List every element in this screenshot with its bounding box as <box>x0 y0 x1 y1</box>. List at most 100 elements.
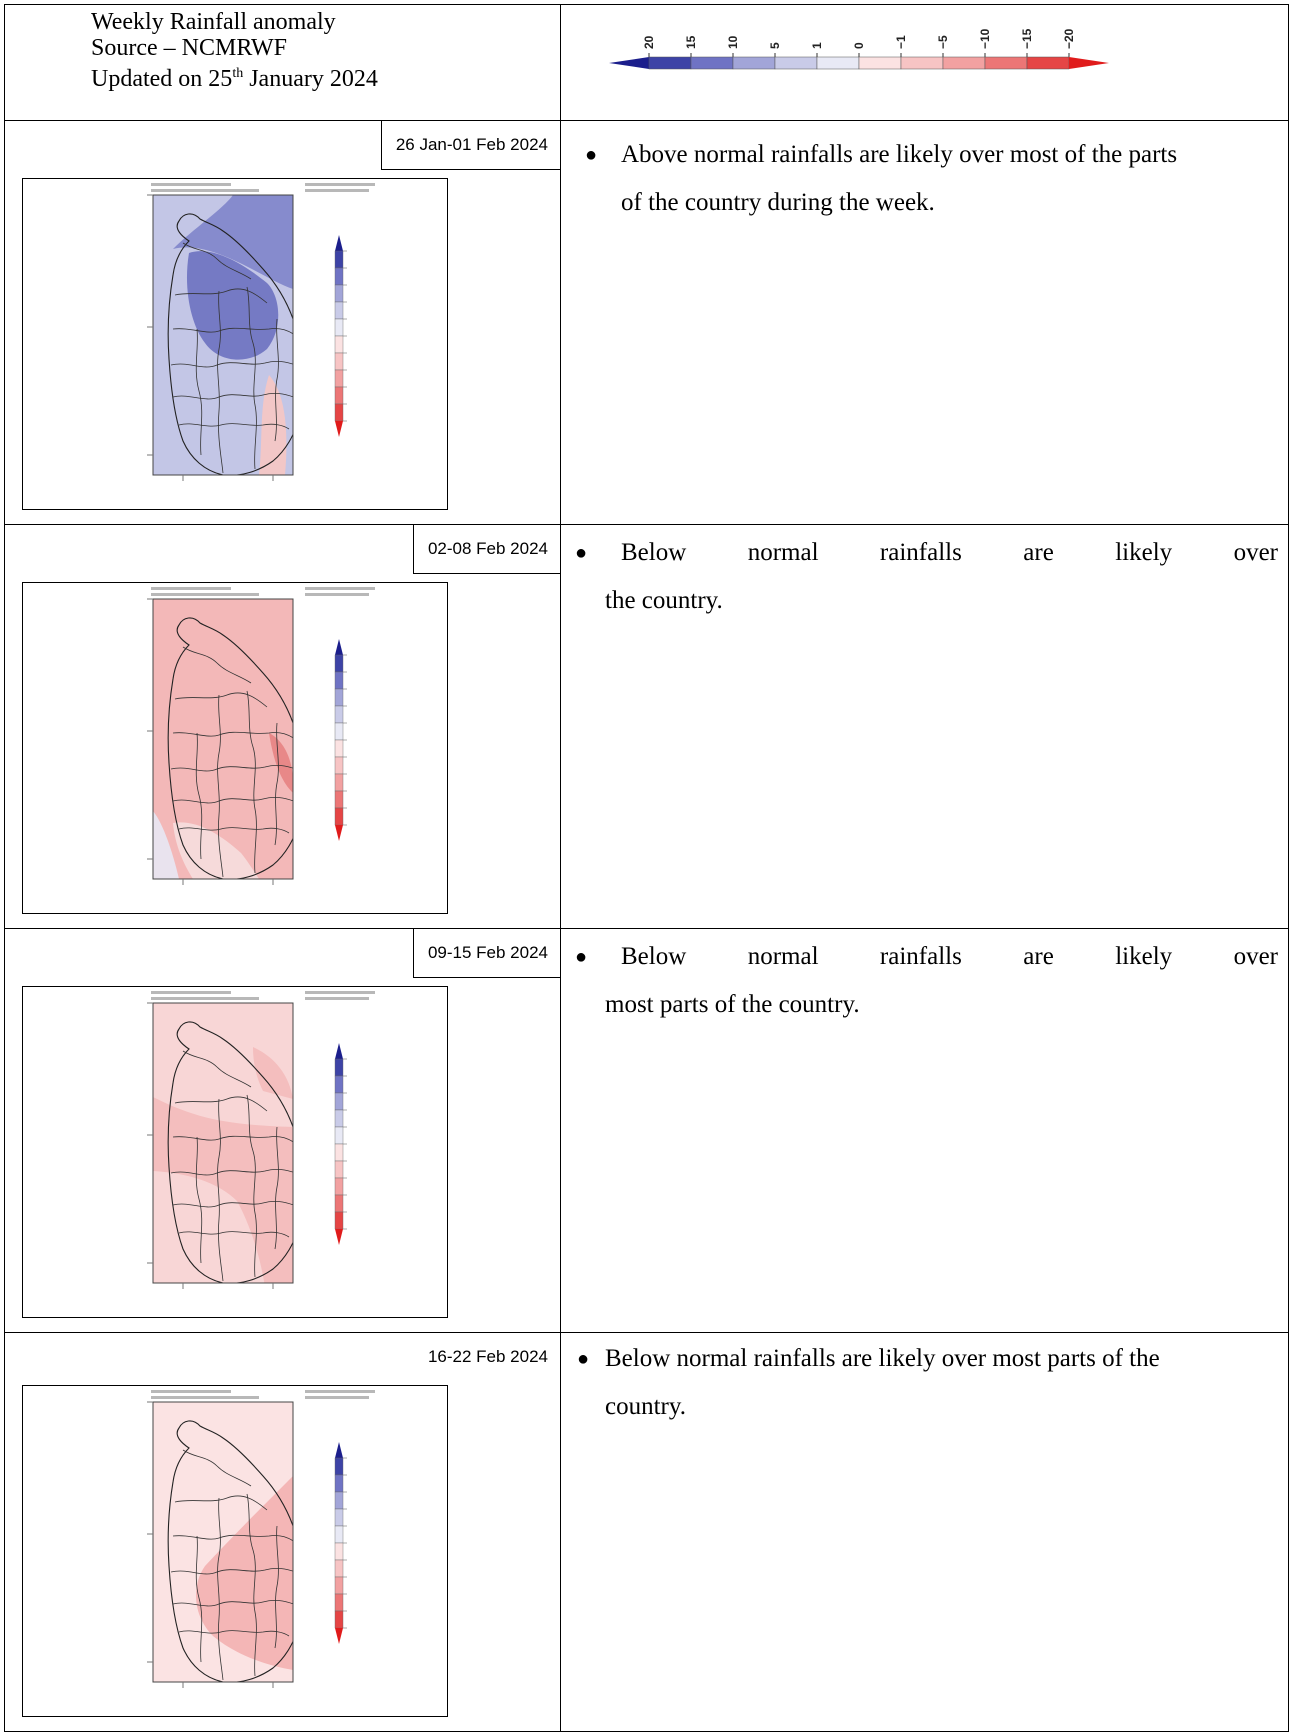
district-boundary <box>217 1497 224 1681</box>
colorbar-swatch <box>334 1542 344 1561</box>
forecast-bullet: ● Below normal rainfalls are likely over <box>561 929 1288 981</box>
anomaly-region <box>195 1476 293 1670</box>
colorbar-swatch <box>334 352 344 371</box>
sri-lanka-anomaly-map <box>147 183 375 481</box>
week-forecast-cell: ● Above normal rainfalls are likely over… <box>560 120 1289 525</box>
map-plot-border <box>152 598 294 880</box>
district-boundary <box>274 318 279 442</box>
district-boundary <box>170 360 293 368</box>
colorbar-swatch <box>334 1211 344 1230</box>
anomaly-color-legend: 20 15 10 5 1 0 −1 −5 −10 −15 −20 <box>609 28 1109 70</box>
district-boundary <box>246 286 257 470</box>
anomaly-region <box>259 375 287 475</box>
district-boundary <box>182 1449 252 1487</box>
district-boundary <box>182 646 252 684</box>
legend-swatch <box>816 56 860 70</box>
sri-lanka-anomaly-map <box>147 587 375 885</box>
district-boundary <box>174 288 268 304</box>
map-header-text <box>151 587 375 596</box>
anomaly-region <box>173 195 293 289</box>
week-date-label: 02-08 Feb 2024 <box>412 525 560 574</box>
week-map-cell: 16-22 Feb 2024 <box>4 1332 561 1732</box>
forecast-text-line1: Below normal rainfalls are likely over m… <box>605 1345 1160 1372</box>
colorbar-swatch <box>334 1126 344 1145</box>
district-boundary <box>170 764 293 772</box>
colorbar-swatch <box>334 756 344 775</box>
colorbar-swatch <box>334 403 344 422</box>
map-plot-border <box>152 1401 294 1683</box>
legend-right-arrow <box>1069 57 1109 69</box>
colorbar-bottom-arrow <box>335 825 343 841</box>
anomaly-map-frame <box>22 582 448 914</box>
district-boundary <box>172 796 293 804</box>
anomaly-map-frame <box>22 1385 448 1717</box>
colorbar-swatch <box>334 1525 344 1544</box>
header-source: Source – NCMRWF <box>91 35 288 61</box>
colorbar-swatch <box>334 790 344 809</box>
district-boundary <box>195 1535 203 1663</box>
district-boundary <box>174 692 268 708</box>
district-boundary <box>172 1200 293 1208</box>
legend-cell: 20 15 10 5 1 0 −1 −5 −10 −15 −20 <box>560 4 1289 121</box>
colorbar-swatch <box>334 1491 344 1510</box>
legend-swatch <box>900 56 944 70</box>
week-row-1: 26 Jan-01 Feb 2024 ● Above normal rainfa… <box>4 120 1289 525</box>
district-boundary <box>246 690 257 874</box>
legend-swatch <box>1026 56 1070 70</box>
district-boundary <box>274 722 279 846</box>
district-boundary <box>178 423 290 430</box>
forecast-text-line2: country. <box>605 1393 686 1420</box>
week-row-4: 16-22 Feb 2024 ● Below normal rainfalls … <box>4 1332 1289 1732</box>
district-boundary <box>172 731 293 739</box>
district-boundary <box>172 1135 293 1143</box>
district-boundary <box>217 290 224 474</box>
forecast-bullet: ● Below normal rainfalls are likely over… <box>561 1333 1288 1383</box>
map-header-text <box>151 183 375 192</box>
colorbar-swatch <box>334 335 344 354</box>
colorbar-swatch <box>334 1075 344 1094</box>
colorbar-swatch <box>334 688 344 707</box>
colorbar-bottom-arrow <box>335 1229 343 1245</box>
anomaly-region <box>153 1097 293 1283</box>
anomaly-region <box>269 733 293 793</box>
district-boundary <box>274 1126 279 1250</box>
colorbar-swatch <box>334 1092 344 1111</box>
legend-tick-label: −10 <box>978 28 992 49</box>
district-boundary <box>178 827 290 834</box>
colorbar-swatch <box>334 1457 344 1476</box>
week-date-label: 09-15 Feb 2024 <box>412 929 560 978</box>
week-row-3: 09-15 Feb 2024 ● Below normal rainfalls … <box>4 928 1289 1333</box>
colorbar-swatch <box>334 267 344 286</box>
sri-lanka-anomaly-map <box>147 1390 375 1688</box>
district-boundary <box>174 1096 268 1112</box>
legend-swatch <box>732 56 776 70</box>
district-boundary <box>195 732 203 860</box>
district-boundary <box>172 1534 293 1542</box>
header-row: Weekly Rainfall anomaly Source – NCMRWF … <box>4 4 1289 121</box>
map-plot-border <box>152 194 294 476</box>
map-plot-border <box>152 1002 294 1284</box>
legend-swatch <box>774 56 818 70</box>
forecast-text-line1: Below normal rainfalls are likely over <box>621 539 1278 566</box>
anomaly-map-frame <box>22 986 448 1318</box>
colorbar-swatch <box>334 1109 344 1128</box>
legend-swatch <box>858 56 902 70</box>
colorbar-bottom-arrow <box>335 1628 343 1644</box>
colorbar-swatch <box>334 807 344 826</box>
district-boundary <box>246 1493 257 1677</box>
colorbar-swatch <box>334 1559 344 1578</box>
week-date-label: 16-22 Feb 2024 <box>413 1333 560 1381</box>
colorbar-swatch <box>334 773 344 792</box>
sri-lanka-anomaly-map <box>147 991 375 1289</box>
colorbar-swatch <box>334 369 344 388</box>
forecast-bullet: ● Above normal rainfalls are likely over… <box>561 121 1288 179</box>
colorbar-top-arrow <box>335 1043 343 1059</box>
anomaly-region <box>186 251 279 360</box>
week-forecast-cell: ● Below normal rainfalls are likely over… <box>560 524 1289 929</box>
district-boundary <box>217 1098 224 1282</box>
colorbar-swatch <box>334 1194 344 1213</box>
legend-tick-label: 20 <box>642 35 656 49</box>
colorbar-top-arrow <box>335 1442 343 1458</box>
week-forecast-cell: ● Below normal rainfalls are likely over… <box>560 1332 1289 1732</box>
forecast-bullet: ● Below normal rainfalls are likely over <box>561 525 1288 577</box>
